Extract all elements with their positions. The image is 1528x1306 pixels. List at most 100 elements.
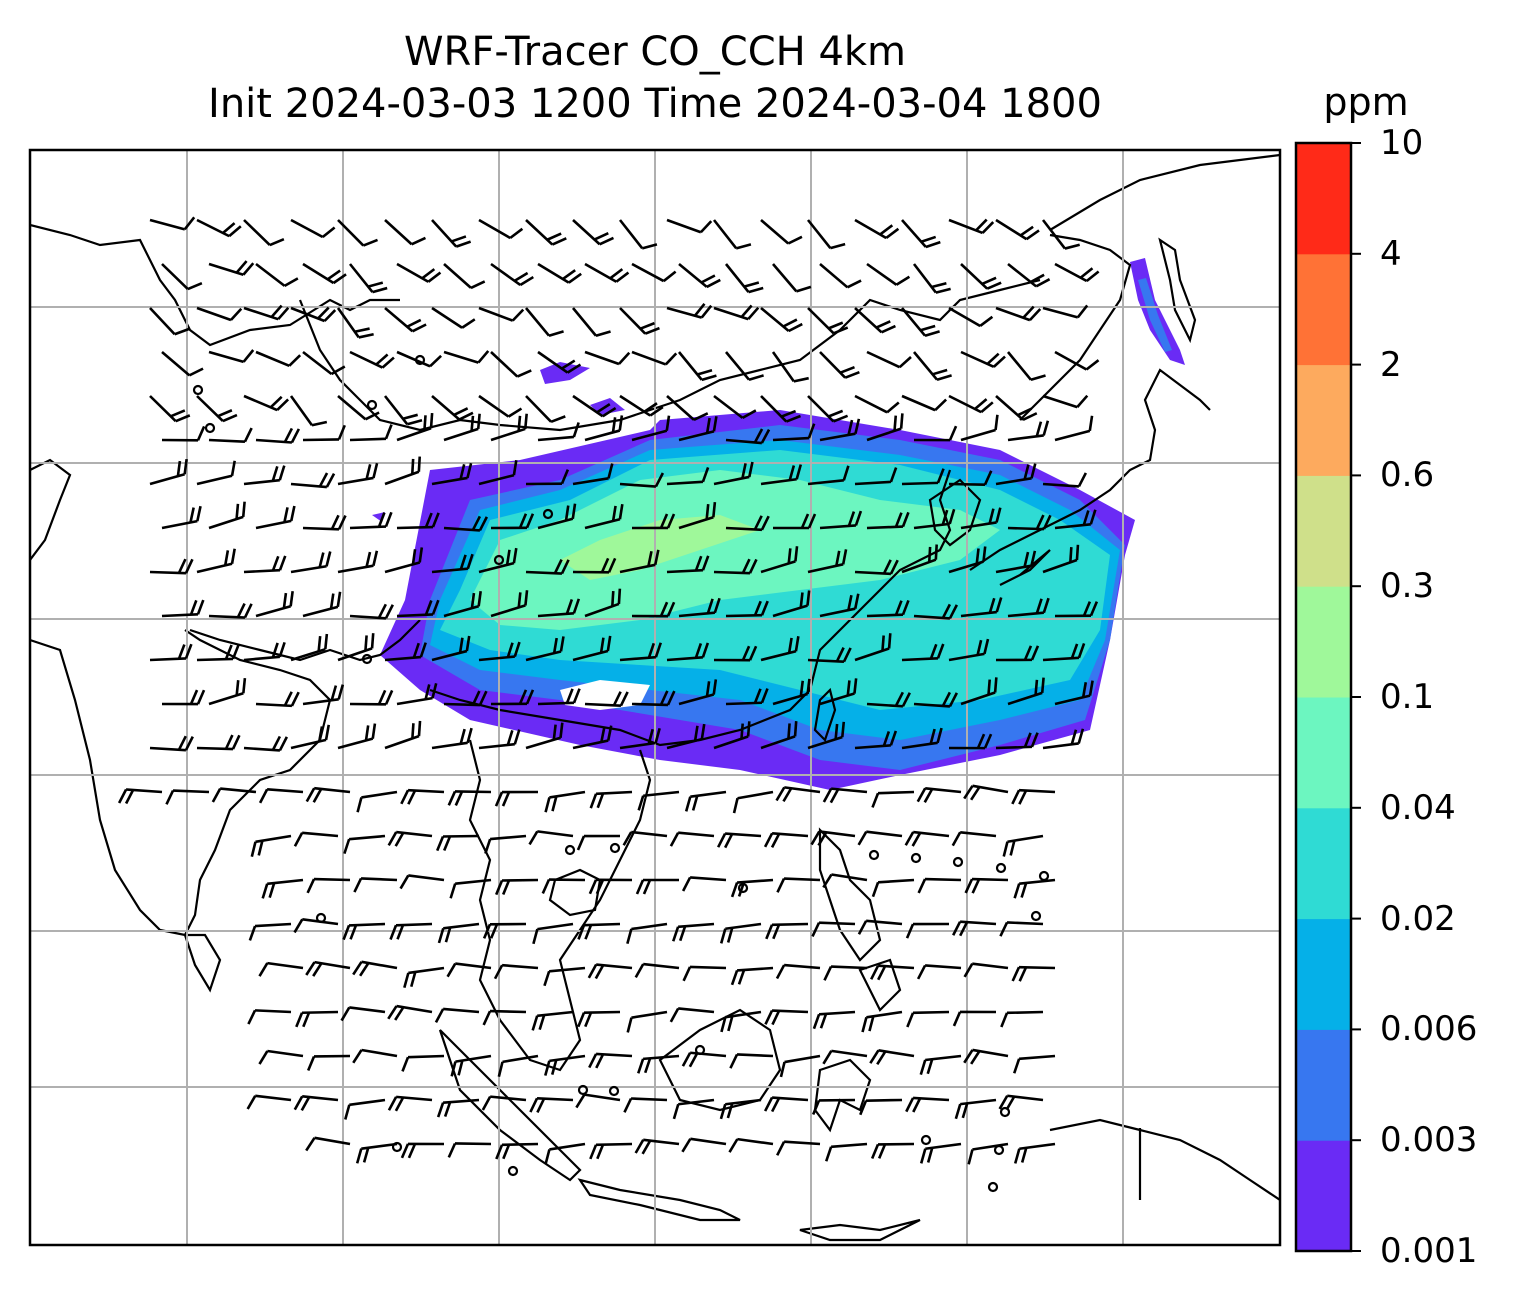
wind-barb — [904, 830, 950, 847]
wind-barb — [854, 467, 898, 486]
wind-barb — [255, 691, 300, 708]
wind-barb — [337, 395, 380, 421]
wind-barb — [681, 876, 727, 892]
wind-barb — [951, 830, 997, 847]
wind-barb — [870, 964, 915, 981]
wind-barb — [258, 788, 304, 804]
wind-barb — [901, 307, 940, 337]
wind-barb — [293, 1095, 339, 1112]
wind-barb — [913, 425, 958, 442]
wind-barb — [948, 218, 995, 235]
wind-barb — [431, 727, 473, 750]
wind-barb — [344, 1098, 386, 1120]
map-frame — [28, 148, 1282, 1247]
wind-barb — [247, 1009, 292, 1025]
wind-barb — [1054, 680, 1094, 706]
wind-barb — [760, 721, 798, 750]
wind-barb — [666, 642, 710, 662]
wind-barb — [871, 878, 915, 898]
wind-barb — [544, 1142, 586, 1165]
wind-barb — [713, 721, 751, 750]
wind-barb — [760, 464, 803, 486]
wind-barb — [161, 263, 203, 291]
wind-barb — [807, 307, 849, 335]
wind-barb — [995, 463, 1037, 486]
wind-barb — [948, 470, 993, 487]
wind-barb — [572, 394, 617, 418]
calm-wind-marker — [361, 653, 373, 665]
wind-barb — [255, 591, 294, 618]
wind-barb — [717, 832, 762, 849]
wind-barb — [293, 831, 339, 847]
wind-barb — [305, 960, 351, 977]
wind-barb — [572, 219, 615, 246]
wind-barb — [443, 690, 488, 707]
wind-barb — [1054, 509, 1097, 530]
wind-barb — [255, 427, 301, 444]
calm-wind-marker — [995, 862, 1007, 874]
wind-barb — [618, 219, 658, 250]
wind-barb — [337, 723, 377, 750]
wind-barb — [776, 1140, 821, 1156]
wind-barb — [342, 922, 386, 941]
wind-barb — [772, 590, 811, 618]
wind-barb — [995, 645, 1040, 662]
wind-barb — [765, 922, 809, 940]
wind-barb — [772, 423, 816, 442]
wind-barb — [763, 1096, 809, 1113]
wind-barb — [631, 350, 678, 366]
calm-wind-marker — [920, 1134, 932, 1146]
wind-barb — [434, 1007, 480, 1023]
wind-barb — [396, 262, 442, 283]
wind-barb — [529, 1097, 574, 1113]
wind-barb — [812, 1010, 856, 1030]
wind-barb — [211, 787, 257, 803]
wind-barb — [356, 790, 398, 813]
wind-barb — [859, 1098, 903, 1116]
wind-barb — [960, 507, 1002, 530]
wind-barb — [775, 963, 821, 980]
wind-barb — [822, 787, 868, 804]
wind-barb — [634, 962, 680, 978]
wind-barb — [964, 877, 1009, 894]
wind-barb — [443, 413, 481, 442]
wind-barb — [302, 514, 347, 531]
wind-barb — [684, 790, 727, 812]
wind-barb — [248, 922, 292, 941]
wind-barb — [1011, 788, 1056, 805]
wind-barb — [806, 219, 846, 250]
colorbar-tick-label: 0.3 — [1380, 566, 1435, 607]
colorbar-tick-label: 0.001 — [1380, 1231, 1478, 1271]
wind-barb — [494, 790, 539, 807]
wind-barb — [626, 1010, 668, 1033]
wind-barb — [682, 965, 727, 982]
wind-barb — [537, 688, 581, 706]
coastline-russia-east — [1019, 153, 1280, 421]
wind-barb — [243, 735, 289, 752]
wind-barb — [677, 351, 717, 382]
calm-wind-marker — [542, 508, 554, 520]
wind-barb — [637, 790, 680, 811]
wind-barb — [149, 643, 193, 662]
colorbar-segment — [1296, 475, 1351, 587]
wind-barb — [619, 549, 660, 574]
wind-barb — [960, 263, 1002, 290]
wind-barb — [543, 966, 586, 987]
wind-barb — [901, 394, 948, 412]
wind-barb — [626, 922, 668, 945]
wind-barb — [866, 350, 912, 369]
wind-barb — [775, 786, 821, 803]
wind-barb — [537, 350, 582, 374]
wind-barb — [1006, 351, 1046, 382]
wind-barb — [384, 547, 424, 574]
wind-barb — [584, 262, 630, 283]
wind-barb — [819, 510, 863, 530]
wind-barb — [967, 1142, 1009, 1165]
wind-barb — [1013, 878, 1056, 899]
wind-barb — [764, 1009, 809, 1026]
wind-barb — [631, 415, 671, 442]
plume-hole — [560, 680, 650, 710]
wind-barb — [243, 465, 286, 486]
wind-barb — [779, 1054, 821, 1078]
